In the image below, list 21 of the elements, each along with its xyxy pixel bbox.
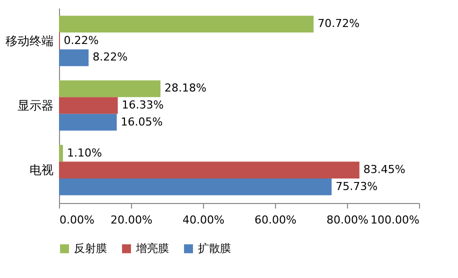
- data-label: 16.33%: [122, 98, 164, 112]
- legend-label: 扩散膜: [198, 242, 231, 255]
- data-label: 0.22%: [64, 34, 99, 47]
- data-label: 83.45%: [363, 163, 406, 176]
- data-label: 28.18%: [164, 82, 206, 95]
- x-tick-label: 20.00%: [110, 214, 152, 226]
- x-tick-label: 80.00%: [326, 214, 368, 226]
- data-label: 8.22%: [92, 50, 128, 64]
- legend-label: 增亮膜: [135, 242, 169, 255]
- data-label: 75.73%: [336, 180, 378, 193]
- data-label: 1.10%: [66, 146, 102, 160]
- data-label: 70.72%: [318, 17, 360, 30]
- x-tick-label: 100.00%: [370, 214, 420, 226]
- data-label: 16.05%: [120, 115, 163, 128]
- x-tick-label: 60.00%: [254, 214, 296, 226]
- y-tick-label: 移动终端: [6, 34, 54, 48]
- y-tick-label: 显示器: [18, 98, 54, 112]
- x-tick-label: 0.00%: [60, 214, 94, 226]
- x-tick-label: 40.00%: [182, 214, 224, 226]
- y-tick-label: 电视: [30, 163, 54, 178]
- legend-label: 反射膜: [74, 242, 107, 255]
